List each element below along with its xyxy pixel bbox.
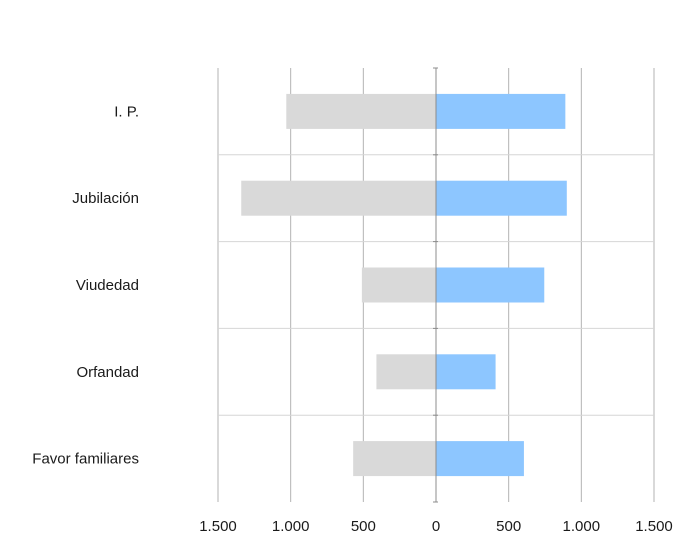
category-label: I. P. <box>114 103 139 120</box>
bar-right <box>436 267 545 303</box>
x-tick-label: 500 <box>351 518 376 535</box>
chart-bars <box>241 93 567 477</box>
bar-left <box>286 93 436 129</box>
category-label: Orfandad <box>76 364 139 381</box>
x-tick-label: 1.500 <box>199 518 237 535</box>
bar-left <box>361 267 436 303</box>
category-label: Jubilación <box>72 190 139 207</box>
x-tick-label: 0 <box>432 518 440 535</box>
category-labels: I. P. Jubilación Viudedad Orfandad Favor fam… <box>32 103 139 467</box>
bar-left <box>241 180 436 216</box>
category-label: Viudedad <box>76 277 139 294</box>
x-tick-label: 1.000 <box>563 518 601 535</box>
chart-axis <box>433 67 438 503</box>
category-label: Favor familiares <box>32 451 139 468</box>
bar-right <box>436 441 524 477</box>
bar-right <box>436 180 567 216</box>
bar-right <box>436 93 566 129</box>
x-tick-label: 500 <box>496 518 521 535</box>
tick-labels: 1.500 1.000 500 0 500 1.000 1.500 <box>199 518 673 535</box>
bar-left <box>353 441 436 477</box>
x-tick-label: 1.500 <box>635 518 673 535</box>
x-tick-label: 1.000 <box>272 518 310 535</box>
bar-right <box>436 354 496 390</box>
bar-left <box>376 354 436 390</box>
